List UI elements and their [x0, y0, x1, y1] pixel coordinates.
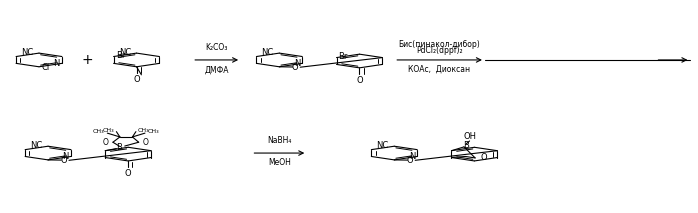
Text: CH₃: CH₃ — [93, 129, 105, 134]
Text: ДМФА: ДМФА — [205, 65, 229, 74]
Text: NC: NC — [21, 47, 34, 57]
Text: K₂CO₃: K₂CO₃ — [205, 43, 228, 52]
Text: NC: NC — [119, 47, 131, 57]
Text: OH: OH — [463, 132, 476, 141]
Text: O: O — [406, 156, 413, 165]
Text: КОАс,  Диоксан: КОАс, Диоксан — [408, 64, 470, 73]
Text: Br: Br — [116, 51, 125, 60]
Text: MeOH: MeOH — [268, 158, 291, 167]
Text: Br: Br — [339, 52, 348, 61]
Text: Cl: Cl — [41, 63, 50, 72]
Text: NaBH₄: NaBH₄ — [267, 136, 292, 145]
Text: CH₃: CH₃ — [148, 129, 159, 134]
Text: NC: NC — [262, 47, 274, 57]
Text: CH₃: CH₃ — [103, 128, 114, 133]
Text: N: N — [409, 152, 415, 161]
Text: O: O — [356, 76, 363, 85]
Text: NC: NC — [376, 141, 389, 150]
Text: O: O — [291, 63, 298, 72]
Text: N: N — [63, 152, 69, 161]
Text: O: O — [133, 75, 140, 84]
Text: O: O — [142, 138, 148, 147]
Text: +: + — [82, 53, 94, 67]
Text: PdCl₂(dppf)₂: PdCl₂(dppf)₂ — [416, 46, 463, 55]
Text: B: B — [117, 143, 122, 152]
Text: Бис(пинакол-дибор): Бис(пинакол-дибор) — [399, 40, 480, 49]
Text: O: O — [125, 169, 131, 178]
Text: B: B — [463, 141, 469, 150]
Text: O: O — [60, 156, 67, 165]
Text: CH₃: CH₃ — [138, 128, 149, 133]
Text: N: N — [54, 59, 60, 68]
Text: O: O — [480, 153, 487, 162]
Text: NC: NC — [30, 141, 43, 150]
Text: N: N — [294, 59, 300, 68]
Text: O: O — [103, 138, 109, 147]
